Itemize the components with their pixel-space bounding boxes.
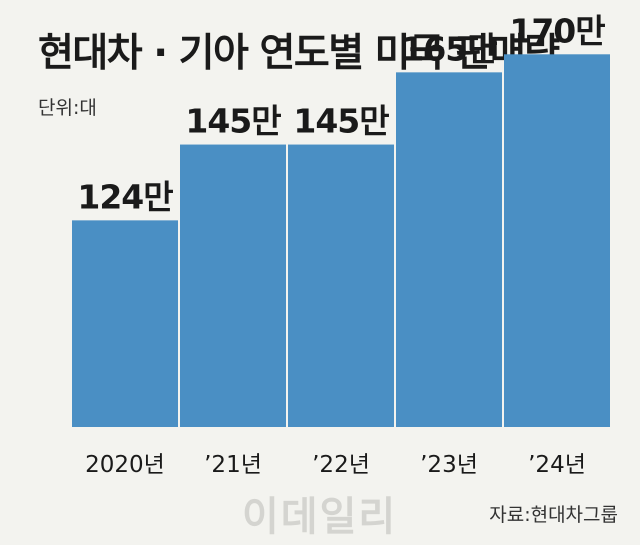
bar-1 <box>180 144 286 428</box>
x-tick-label-4: ’24년 <box>528 452 586 478</box>
bar-0 <box>72 220 178 427</box>
x-tick-label-1: ’21년 <box>204 452 262 478</box>
watermark: 이데일리 <box>242 494 398 540</box>
bar-3 <box>396 72 502 427</box>
unit-label: 단위:대 <box>38 97 97 119</box>
value-label-4: 170만 <box>509 11 605 50</box>
value-label-2: 145만 <box>293 102 389 141</box>
x-tick-label-2: ’22년 <box>312 452 370 478</box>
bar-2 <box>288 144 394 428</box>
chart-title: 현대차 · 기아 연도별 미국 판매량 <box>38 31 560 76</box>
value-label-1: 145만 <box>185 102 281 141</box>
bar-4 <box>504 54 610 428</box>
x-tick-label-0: 2020년 <box>85 452 165 478</box>
value-label-0: 124만 <box>77 177 173 216</box>
value-label-3: 165만 <box>401 29 497 68</box>
x-tick-label-3: ’23년 <box>420 452 478 478</box>
source-label: 자료:현대차그룹 <box>489 504 618 526</box>
